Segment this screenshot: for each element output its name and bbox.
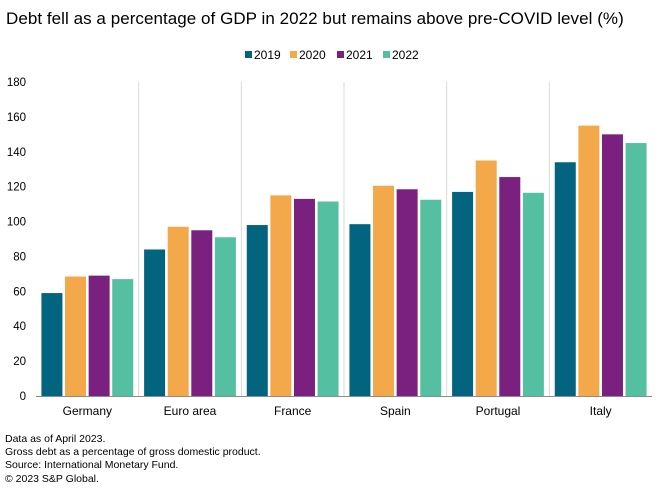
bar-2020 (373, 185, 395, 396)
bar-2021 (396, 189, 418, 396)
bar-2021 (293, 198, 315, 396)
legend-label-2022: 2022 (392, 48, 419, 62)
bar-2019 (452, 191, 474, 396)
legend-swatch-2021 (337, 51, 344, 58)
bar-2020 (270, 195, 292, 396)
legend-swatch-2022 (383, 51, 390, 58)
bar-2021 (191, 230, 213, 396)
bar-2020 (475, 160, 497, 396)
bar-2022 (112, 279, 134, 396)
x-axis: Germany Euro area France Spain Portugal Italy (36, 396, 652, 418)
bar-2022 (317, 201, 339, 396)
y-tick-label: 160 (7, 112, 26, 124)
footnotes: Data as of April 2023. Gross debt as a p… (5, 433, 261, 486)
x-tick-label: Italy (590, 404, 612, 418)
x-tick-label: Portugal (476, 404, 521, 418)
legend-label-2020: 2020 (299, 48, 326, 62)
bar-2019 (554, 162, 576, 396)
legend-label-2021: 2021 (346, 48, 373, 62)
x-tick-label: Spain (380, 404, 411, 418)
y-tick-label: 20 (13, 356, 26, 368)
legend-label-2019: 2019 (254, 48, 281, 62)
bar-2020 (65, 276, 87, 396)
y-tick-label: 80 (13, 251, 26, 263)
y-tick-label: 100 (7, 217, 26, 229)
bars (41, 125, 647, 397)
legend-swatch-2019 (245, 51, 252, 58)
footnote-definition: Gross debt as a percentage of gross dome… (5, 446, 261, 459)
y-axis: 0 20 40 60 80 100 120 140 160 180 (7, 77, 26, 403)
bar-2022 (625, 143, 647, 396)
grid-lines (138, 82, 550, 396)
bar-2021 (499, 177, 521, 396)
bar-2021 (601, 134, 623, 397)
y-tick-label: 140 (7, 147, 26, 159)
bar-2019 (246, 225, 268, 396)
chart-title: Debt fell as a percentage of GDP in 2022… (6, 9, 624, 28)
bar-2019 (144, 249, 166, 396)
bar-2019 (41, 293, 63, 396)
x-tick-label: Euro area (164, 404, 217, 418)
y-tick-label: 120 (7, 182, 26, 194)
x-tick-label: Germany (63, 404, 112, 418)
footnote-source: Source: International Monetary Fund. (5, 459, 179, 472)
bar-2022 (522, 192, 544, 396)
bar-2020 (167, 226, 189, 396)
legend-swatch-2020 (290, 51, 297, 58)
y-tick-label: 40 (13, 321, 26, 333)
legend: 2019 2020 2021 2022 (245, 48, 419, 62)
footnote-copyright: © 2023 S&P Global. (5, 472, 99, 485)
footnote-data-date: Data as of April 2023. (5, 433, 106, 445)
bar-2022 (214, 237, 236, 396)
bar-2019 (349, 224, 371, 396)
bar-2021 (88, 275, 110, 396)
x-tick-label: France (274, 404, 312, 418)
bar-2020 (578, 125, 600, 396)
y-tick-label: 60 (13, 286, 26, 298)
y-tick-label: 180 (7, 77, 26, 89)
bar-2022 (420, 199, 442, 396)
y-tick-label: 0 (20, 391, 26, 403)
